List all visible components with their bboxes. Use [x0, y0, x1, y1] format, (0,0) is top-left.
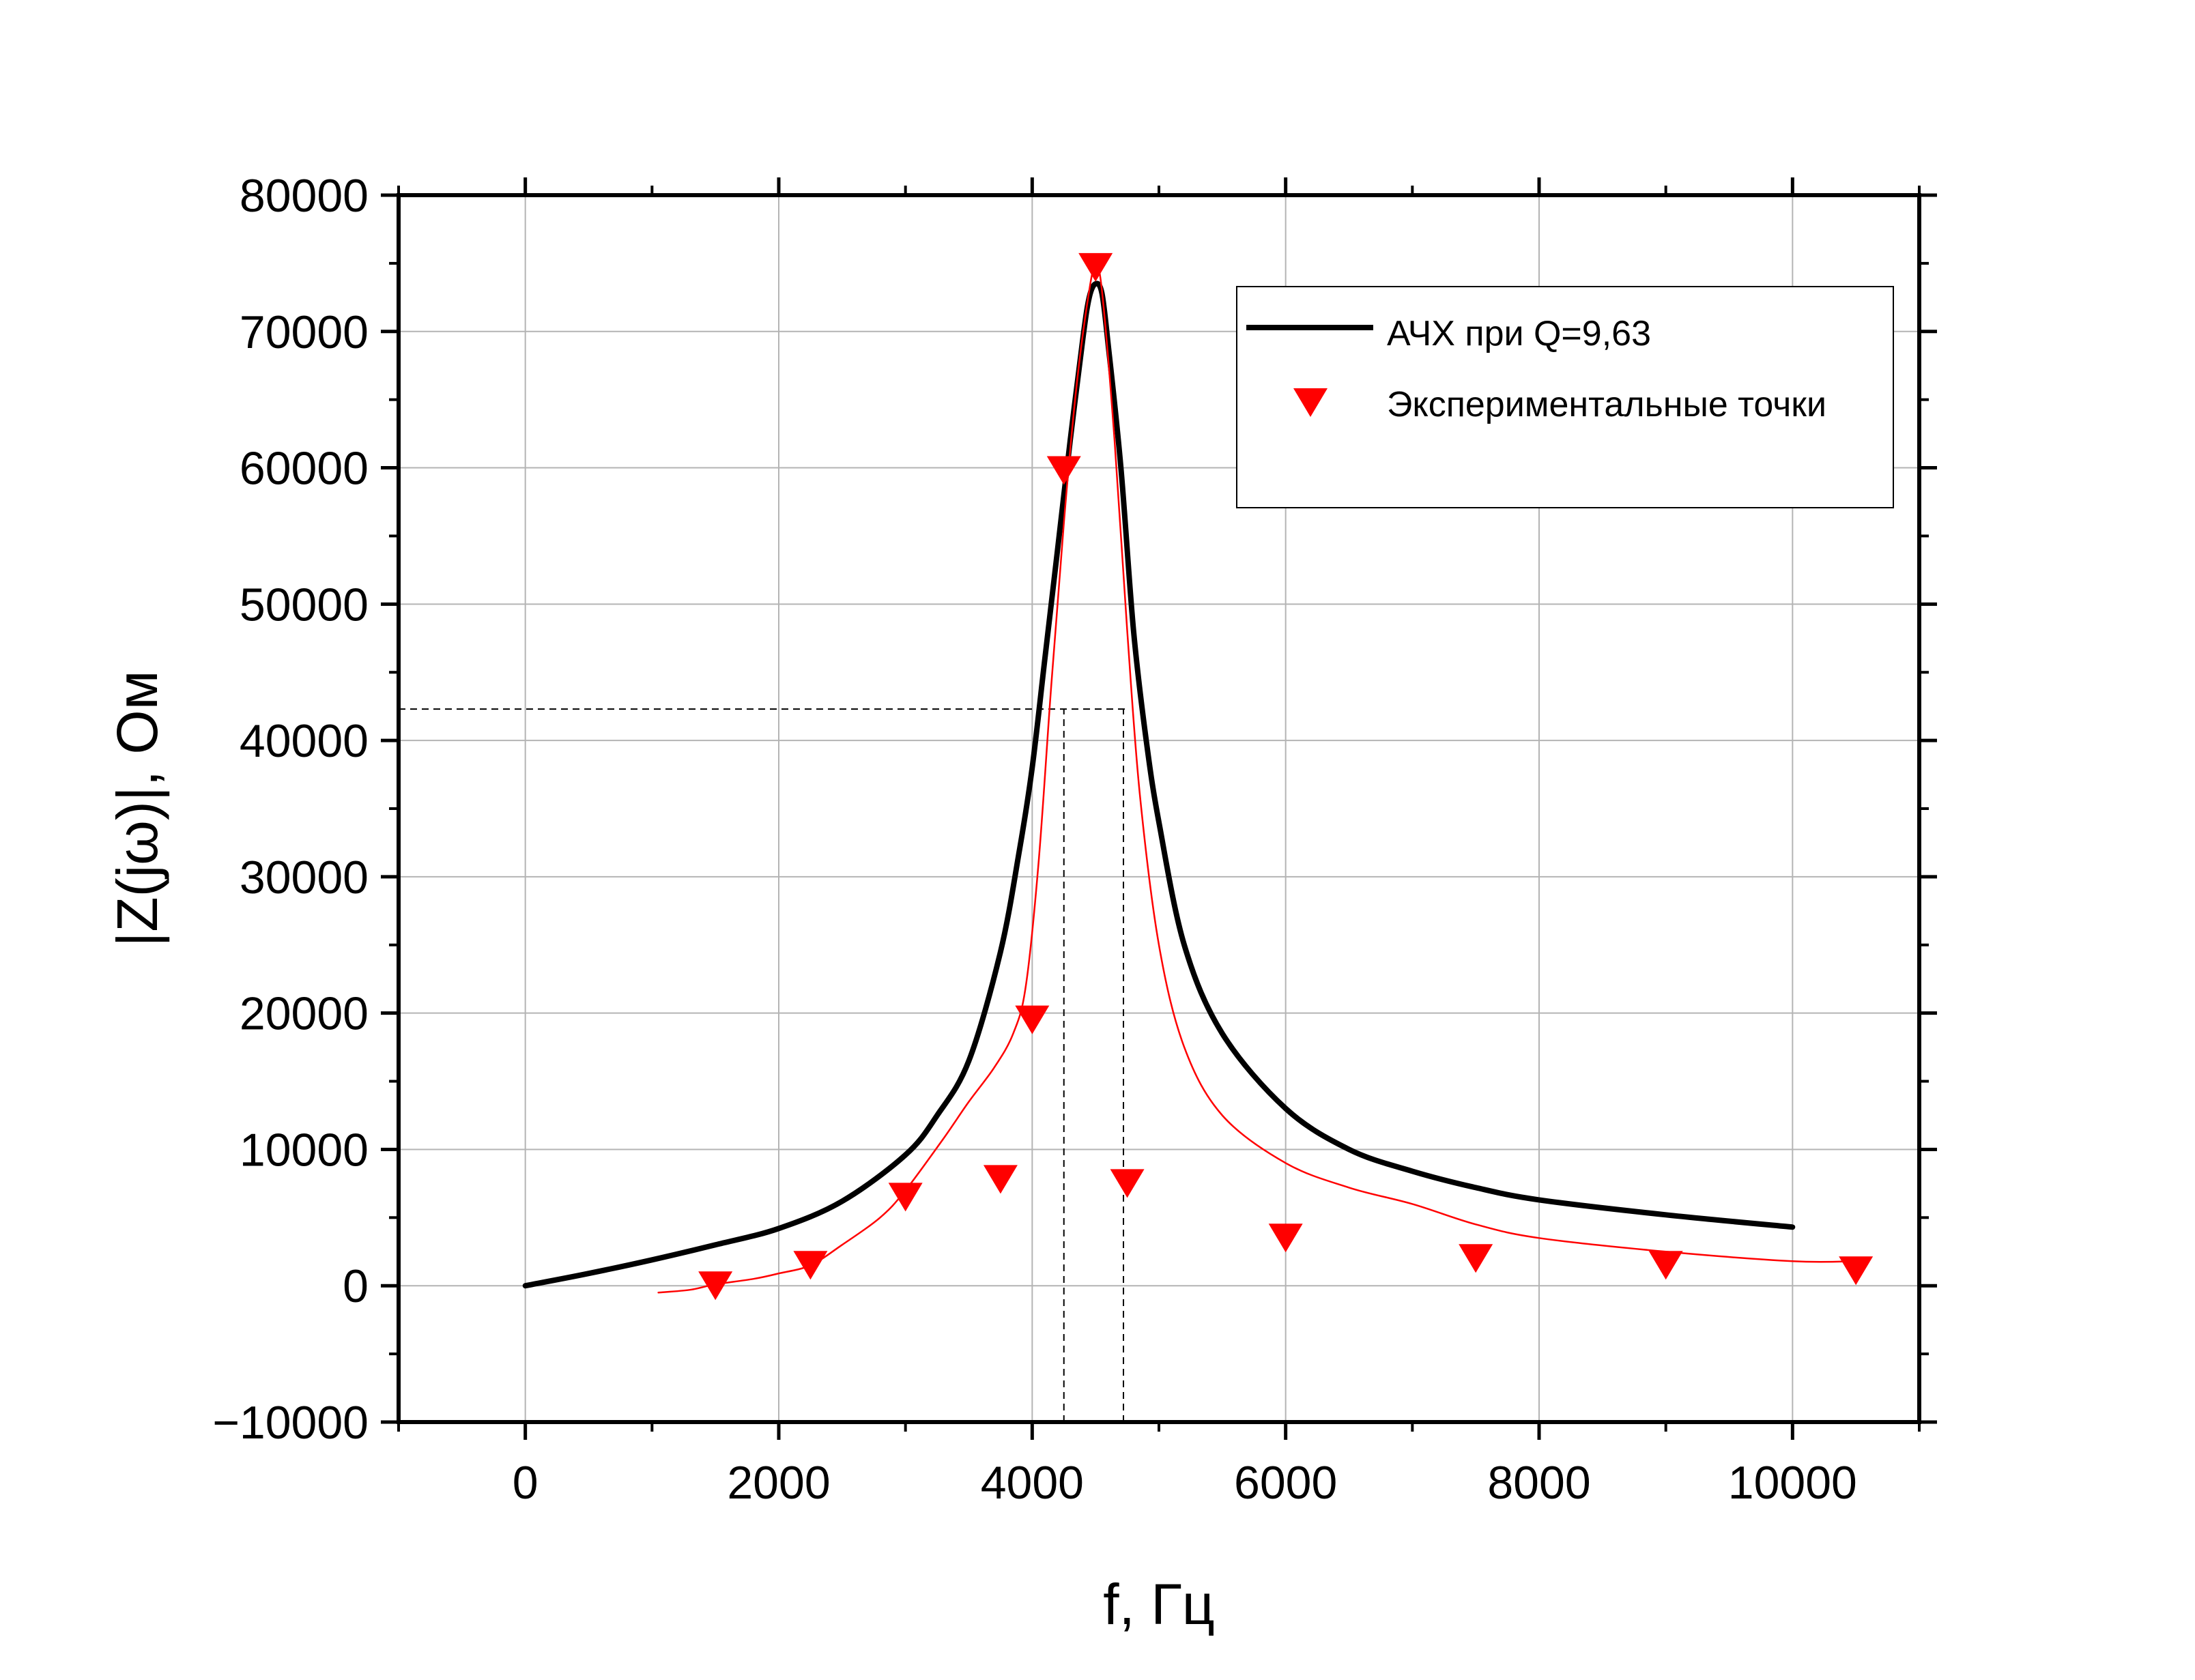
- x-axis-title: f, Гц: [1103, 1572, 1215, 1636]
- x-tick-label: 10000: [1728, 1457, 1857, 1509]
- scatter-point: [698, 1271, 733, 1301]
- x-tick-label: 2000: [727, 1457, 830, 1509]
- y-tick-label: −10000: [212, 1397, 369, 1449]
- series-line-fit: [657, 265, 1857, 1294]
- y-tick-label: 40000: [240, 715, 369, 767]
- y-tick-label: 60000: [240, 443, 369, 495]
- legend-label-line: АЧХ при Q=9,63: [1387, 314, 1651, 353]
- scatter-point: [793, 1251, 828, 1280]
- scatter-point: [1046, 456, 1081, 485]
- scatter-point: [1078, 252, 1113, 282]
- legend-marker-sample: [1293, 388, 1328, 417]
- scatter-markers: [698, 252, 1874, 1301]
- tick-labels: 0 2000 4000 6000 8000 10000 −10000 0 10000 20000 3…: [212, 170, 1857, 1509]
- x-tick-label: 6000: [1234, 1457, 1337, 1509]
- y-tick-label: 10000: [240, 1124, 369, 1176]
- series-lines: [522, 265, 1857, 1294]
- y-tick-label: 80000: [240, 170, 369, 222]
- y-tick-label: 0: [343, 1260, 369, 1312]
- y-tick-label: 50000: [240, 579, 369, 631]
- reference-lines: [399, 708, 1128, 1422]
- scatter-point: [888, 1183, 923, 1212]
- y-axis-title: |Z(jω)|, Ом: [105, 671, 169, 947]
- legend-box: [1236, 286, 1894, 508]
- scatter-point: [1648, 1251, 1683, 1280]
- scatter-point: [1015, 1005, 1050, 1034]
- scatter-point: [1110, 1169, 1145, 1198]
- legend: АЧХ при Q=9,63 Экспериментальные точки: [1236, 286, 1894, 508]
- x-tick-label: 8000: [1487, 1457, 1590, 1509]
- axis-ticks: [381, 177, 1937, 1440]
- legend-label-points: Экспериментальные точки: [1387, 385, 1826, 424]
- series-line-model: [522, 280, 1796, 1289]
- y-tick-label: 20000: [240, 988, 369, 1040]
- y-tick-label: 70000: [240, 306, 369, 358]
- scatter-point: [1268, 1223, 1303, 1253]
- y-tick-label: 30000: [240, 852, 369, 903]
- grid: [399, 194, 1919, 1423]
- x-tick-label: 4000: [981, 1457, 1084, 1509]
- scatter-point: [983, 1165, 1018, 1194]
- x-tick-label: 0: [513, 1457, 539, 1509]
- scatter-point: [1839, 1256, 1874, 1286]
- scatter-point: [1459, 1244, 1493, 1273]
